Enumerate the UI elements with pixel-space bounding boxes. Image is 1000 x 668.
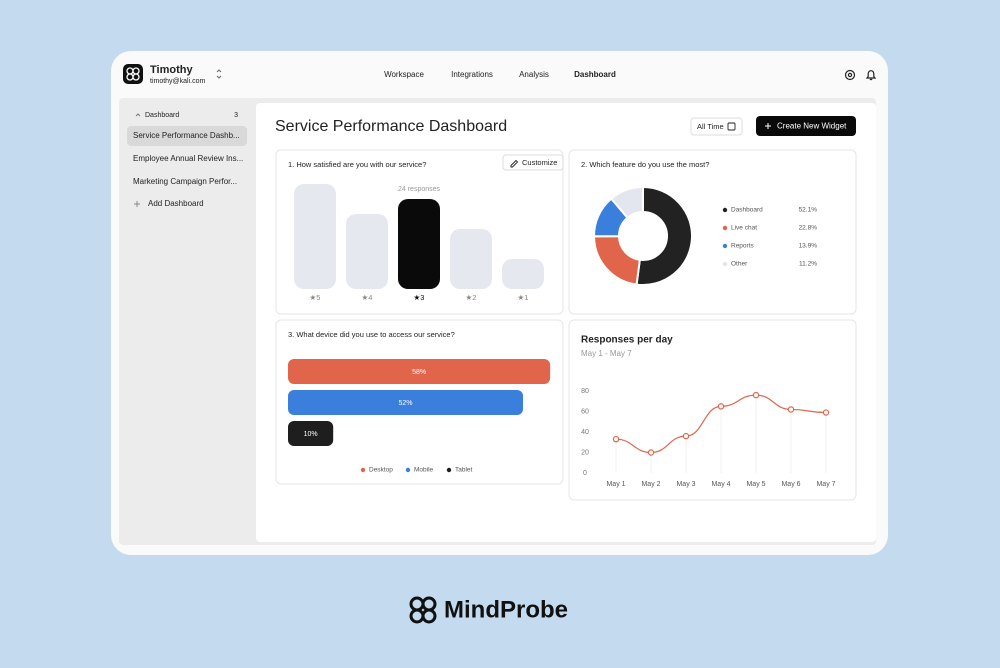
- user-email: timothy@kali.com: [150, 78, 206, 85]
- bar-value: 58%: [412, 369, 426, 376]
- create-button[interactable]: [756, 116, 856, 136]
- brand-icon: [409, 596, 437, 624]
- legend-dot: [722, 225, 728, 231]
- user-name: Timothy: [150, 64, 193, 76]
- x-tick-label: May 3: [676, 481, 695, 488]
- legend-dot: [722, 261, 728, 267]
- calendar-icon: [727, 122, 736, 131]
- widget-title: 2. Which feature do you use the most?: [581, 160, 709, 169]
- user-switch[interactable]: [216, 69, 222, 79]
- edit-icon: [510, 159, 519, 168]
- legend-label: Live chat: [731, 225, 757, 232]
- sidebar-section: Dashboard: [145, 112, 179, 119]
- bar-label: ★1: [518, 293, 529, 302]
- sidebar-count: 3: [234, 112, 238, 119]
- bar: [294, 184, 336, 289]
- bar: [288, 390, 524, 415]
- legend-label: Mobile: [414, 467, 434, 474]
- legend-label: Desktop: [369, 467, 393, 474]
- y-tick-label: 20: [581, 449, 589, 456]
- nav-item[interactable]: Workspace: [384, 70, 424, 79]
- widget-title: 3. What device did you use to access our…: [288, 330, 455, 339]
- create-label: Create New Widget: [777, 122, 847, 131]
- bar-label: ★5: [310, 293, 321, 302]
- x-tick-label: May 4: [711, 481, 730, 488]
- add-icon: [134, 201, 140, 207]
- point: [682, 432, 690, 440]
- bar-label: ★2: [466, 293, 477, 302]
- widget-title: Responses per day: [581, 335, 673, 346]
- page-title: Service Performance Dashboard: [275, 118, 507, 135]
- legend-value: 13.9%: [799, 243, 818, 250]
- bar: [398, 199, 440, 289]
- y-tick-label: 80: [581, 388, 589, 395]
- legend-label: Other: [731, 261, 748, 268]
- nav-item[interactable]: Integrations: [451, 70, 493, 79]
- widget-title: 1. How satisfied are you with our servic…: [288, 160, 426, 169]
- point: [822, 409, 830, 416]
- legend-value: 11.2%: [799, 261, 817, 268]
- bar: [502, 259, 544, 289]
- donut-slice: [609, 185, 644, 220]
- legend-label: Reports: [731, 243, 755, 250]
- legend-dot: [405, 467, 411, 473]
- sidebar-item[interactable]: Service Performance Dashb...: [133, 131, 240, 140]
- nav-item[interactable]: Dashboard: [574, 70, 616, 79]
- bar-label: ★4: [362, 293, 373, 302]
- bar: [346, 214, 388, 289]
- add-dashboard[interactable]: Add Dashboard: [148, 199, 204, 208]
- point: [717, 403, 725, 410]
- bar: [450, 229, 492, 289]
- sidebar-selected: [127, 126, 247, 146]
- legend-dot: [446, 467, 452, 473]
- legend-dot: [722, 207, 728, 213]
- legend-label: Tablet: [455, 467, 473, 474]
- response-count: 24 responses: [398, 186, 441, 193]
- legend-dot: [722, 243, 728, 249]
- bar-label: ★3: [414, 293, 425, 302]
- point: [612, 435, 620, 443]
- plus-icon: [765, 123, 771, 129]
- point: [787, 406, 795, 413]
- settings-icon[interactable]: [844, 69, 856, 81]
- collapse-icon[interactable]: [135, 113, 141, 117]
- notifications-icon[interactable]: [865, 70, 877, 81]
- sidebar-item[interactable]: Employee Annual Review Ins...: [133, 154, 243, 163]
- sidebar-item[interactable]: Marketing Campaign Perfor...: [133, 177, 237, 186]
- x-tick-label: May 7: [816, 481, 835, 488]
- customize-label: Customize: [522, 158, 557, 167]
- brand-name: MindProbe: [444, 596, 568, 623]
- widget-subtitle: May 1 - May 7: [581, 349, 632, 358]
- bar: [288, 421, 334, 446]
- y-tick-label: 40: [581, 429, 589, 436]
- donut-slice: [635, 185, 693, 286]
- x-tick-label: May 5: [746, 481, 765, 488]
- point: [752, 391, 760, 399]
- bar-value: 10%: [304, 431, 318, 438]
- filter-label: All Time: [697, 122, 724, 131]
- point: [647, 449, 655, 456]
- legend-dot: [360, 467, 366, 473]
- y-tick-label: 60: [581, 408, 589, 415]
- filter-button[interactable]: [690, 117, 743, 136]
- logo-box: [123, 64, 143, 84]
- x-tick-label: May 6: [781, 481, 800, 488]
- customize-button[interactable]: [502, 154, 564, 171]
- nav-item[interactable]: Analysis: [519, 70, 549, 79]
- x-tick-label: May 2: [641, 481, 660, 488]
- legend-value: 22.8%: [799, 225, 818, 232]
- legend-value: 52.1%: [799, 207, 818, 214]
- y-tick-label: 0: [583, 470, 587, 477]
- x-tick-label: May 1: [606, 481, 625, 488]
- bar: [288, 359, 551, 384]
- legend-label: Dashboard: [731, 207, 763, 214]
- bar-value: 52%: [399, 400, 413, 407]
- logo-icon: [126, 67, 140, 81]
